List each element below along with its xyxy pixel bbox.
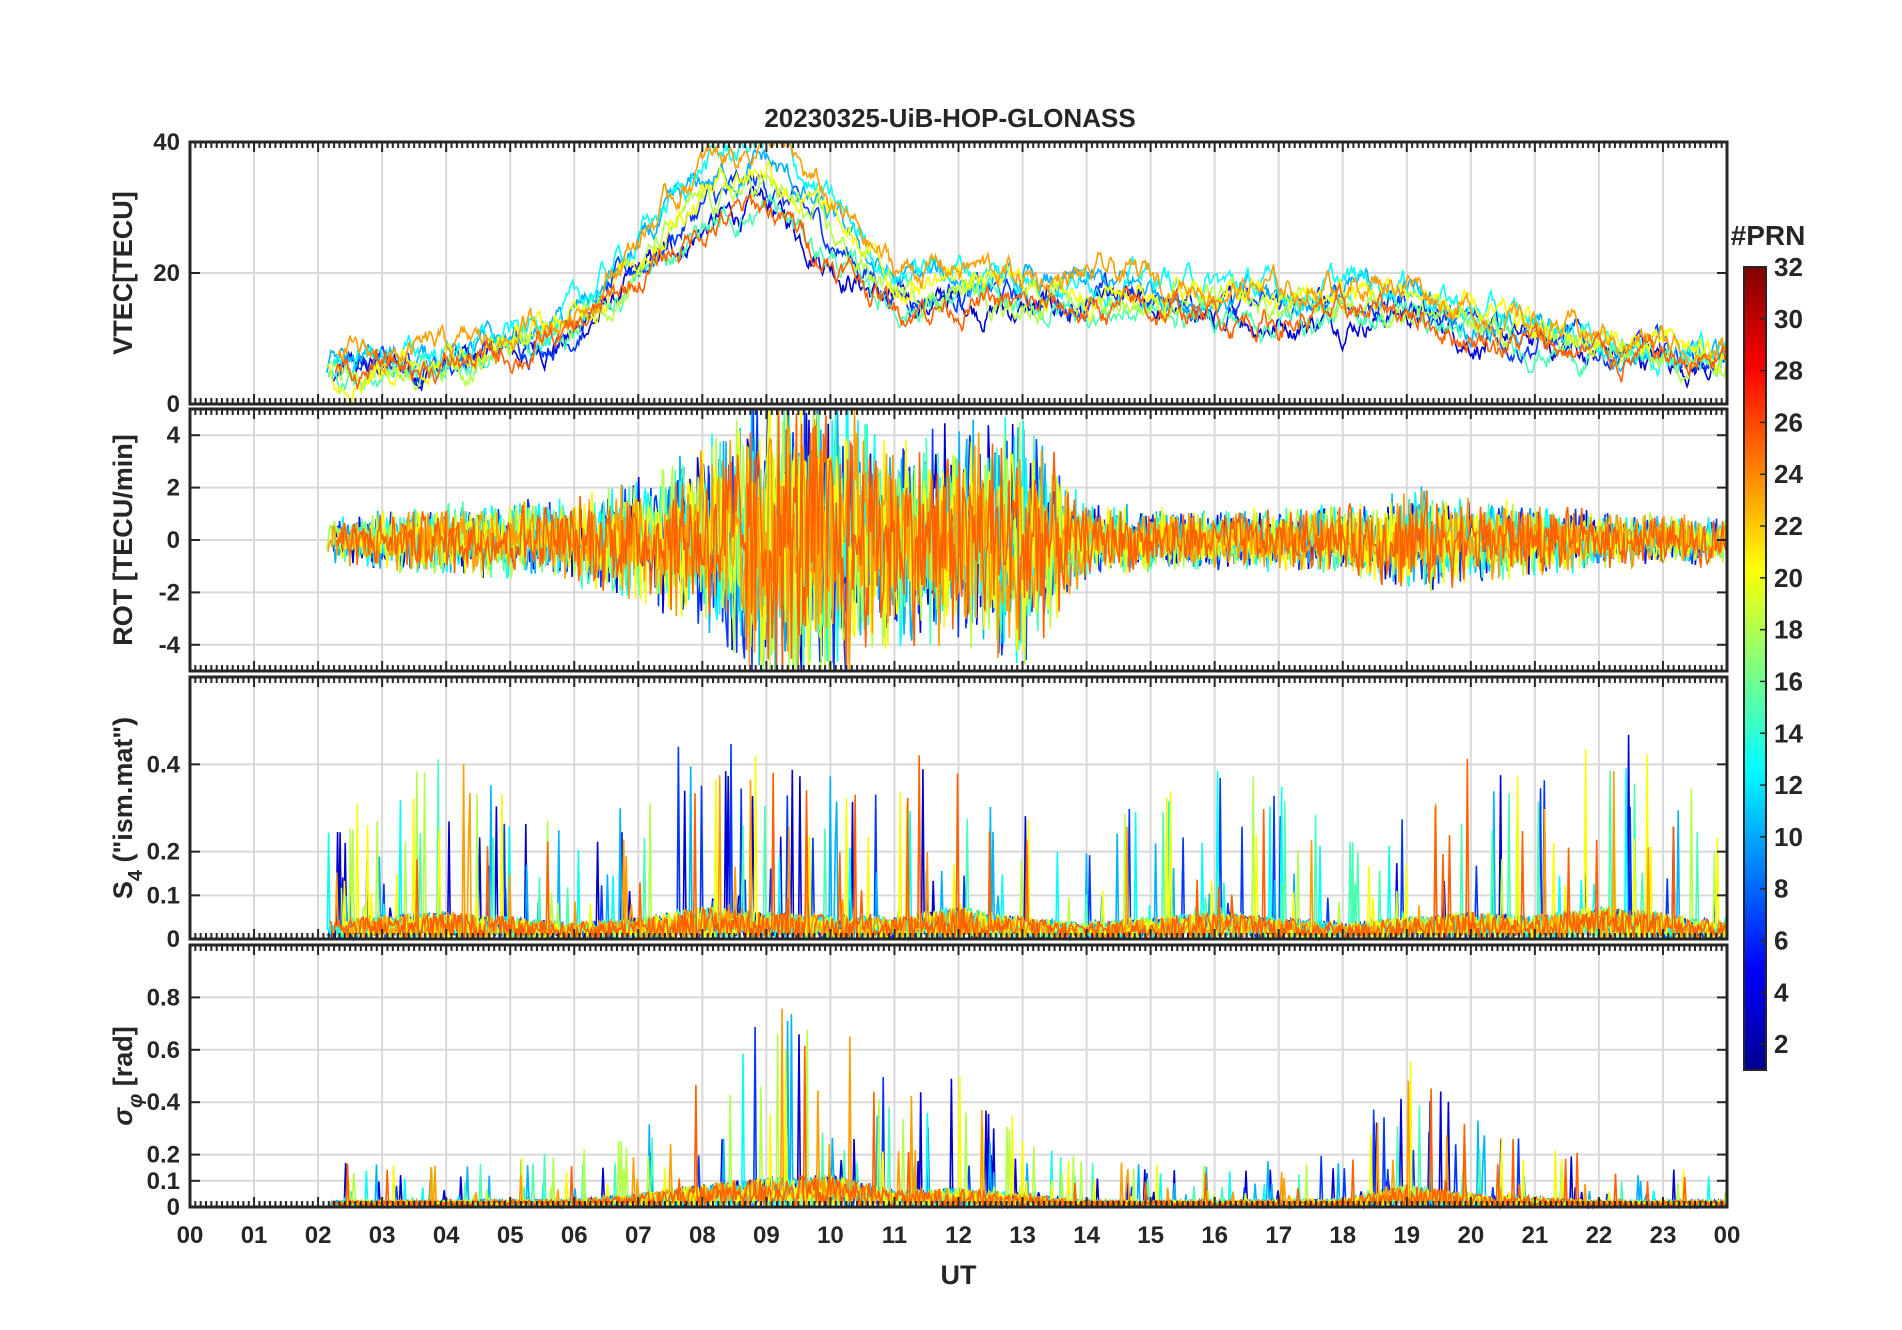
x-tick-label: 11 — [882, 1222, 907, 1249]
x-tick-label: 14 — [1073, 1222, 1100, 1249]
y-axis-label: VTEC[TECU] — [108, 191, 138, 355]
series-trace — [330, 168, 1728, 387]
colorbar-tick-label: 12 — [1774, 770, 1803, 800]
series-trace — [328, 159, 1728, 405]
y-tick-label: 2 — [167, 475, 180, 502]
colorbar-tick-label: 2 — [1774, 1029, 1788, 1059]
x-tick-label: 15 — [1137, 1222, 1164, 1249]
colorbar-tick-label: 32 — [1774, 252, 1803, 282]
y-tick-label: 40 — [153, 129, 180, 156]
x-tick-label: 08 — [689, 1222, 716, 1249]
x-tick-label: 04 — [433, 1222, 460, 1249]
y-tick-label: 4 — [167, 422, 181, 449]
x-tick-label: 22 — [1586, 1222, 1613, 1249]
x-tick-label: 06 — [561, 1222, 588, 1249]
colorbar-tick-label: 16 — [1774, 666, 1803, 696]
x-axis-label: UT — [941, 1260, 977, 1290]
colorbar-tick-label: 22 — [1774, 511, 1803, 541]
x-tick-label: 21 — [1522, 1222, 1549, 1249]
x-tick-label: 23 — [1650, 1222, 1677, 1249]
x-tick-label: 18 — [1329, 1222, 1356, 1249]
y-tick-label: -4 — [159, 632, 181, 659]
y-tick-label: 0.6 — [147, 1037, 180, 1064]
x-tick-label: 17 — [1265, 1222, 1292, 1249]
y-tick-label: 0.1 — [147, 1168, 180, 1195]
colorbar-tick-label: 8 — [1774, 874, 1788, 904]
y-tick-label: 0.8 — [147, 984, 180, 1011]
chart-title: 20230325-UiB-HOP-GLONASS — [764, 103, 1135, 133]
series-trace — [341, 748, 1728, 943]
series-trace — [332, 140, 1728, 382]
colorbar-tick-label: 20 — [1774, 563, 1803, 593]
y-axis-label: ROT [TECU/min] — [108, 434, 138, 645]
y-tick-label: 0.4 — [147, 751, 181, 778]
series-trace — [336, 140, 1728, 375]
colorbar-tick-label: 28 — [1774, 356, 1803, 386]
x-tick-label: 20 — [1457, 1222, 1484, 1249]
colorbar-tick-label: 6 — [1774, 925, 1788, 955]
series-trace — [334, 193, 1728, 391]
colorbar-scale — [1743, 266, 1767, 1071]
panel-4: 00.10.2 0.4 0.6 0.8σφ [rad] 00 01 02 03 04 05 06 07… — [108, 943, 1741, 1290]
y-tick-label: 0 — [167, 1194, 180, 1221]
colorbar-title: #PRN — [1731, 220, 1806, 251]
colorbar-tick-label: 26 — [1774, 407, 1803, 437]
x-tick-label: 03 — [369, 1222, 396, 1249]
x-tick-label: 01 — [241, 1222, 268, 1249]
colorbar-tick-label: 18 — [1774, 615, 1803, 645]
y-tick-label: -2 — [159, 579, 180, 606]
y-tick-label: 0 — [167, 926, 180, 953]
x-tick-label: 05 — [497, 1222, 524, 1249]
y-tick-label: 0 — [167, 527, 180, 554]
y-tick-label: 0 — [167, 391, 180, 418]
x-tick-label: 10 — [817, 1222, 844, 1249]
panel-3: 0 0.1 0.2 0.4S4 ("ism.mat") — [108, 675, 1729, 953]
y-axis-label: σφ [rad] — [108, 1026, 147, 1126]
x-tick-label: 00 — [177, 1222, 204, 1249]
colorbar-tick-label: 24 — [1774, 459, 1803, 489]
x-tick-label: 07 — [625, 1222, 652, 1249]
y-tick-label: 0.2 — [147, 1142, 180, 1169]
x-tick-label: 19 — [1393, 1222, 1420, 1249]
colorbar-tick-label: 4 — [1774, 977, 1789, 1007]
x-tick-label: 00 — [1714, 1222, 1741, 1249]
y-tick-label: 0.1 — [147, 882, 180, 909]
colorbar-tick-label: 10 — [1774, 822, 1803, 852]
panel-2: -4 -2 0 2 4 ROT [TECU/min] — [108, 407, 1729, 673]
series-trace — [335, 408, 1728, 672]
colorbar-tick-label: 30 — [1774, 304, 1803, 334]
x-tick-label: 13 — [1009, 1222, 1036, 1249]
x-tick-label: 16 — [1201, 1222, 1228, 1249]
x-tick-label: 09 — [753, 1222, 780, 1249]
y-tick-label: 0.4 — [147, 1089, 181, 1116]
x-tick-label: 02 — [305, 1222, 332, 1249]
y-axis-label: S4 ("ism.mat") — [108, 717, 147, 899]
panel-1: 0 20 40 VTEC[TECU] — [108, 129, 1729, 418]
y-tick-label: 0.2 — [147, 839, 180, 866]
y-tick-label: 20 — [153, 260, 180, 287]
series-trace — [329, 755, 1727, 942]
colorbar-tick-label: 14 — [1774, 718, 1803, 748]
x-tick-label: 12 — [945, 1222, 972, 1249]
